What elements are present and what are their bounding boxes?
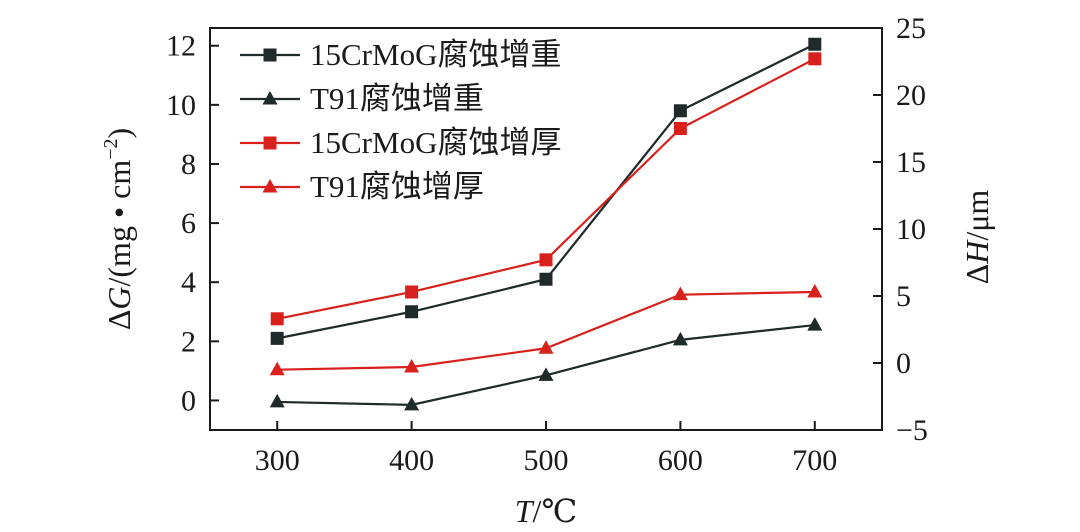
series-3-point-600 (673, 122, 687, 135)
series-1-point-500 (539, 272, 553, 286)
legend-label-4: T91腐蚀增厚 (310, 169, 484, 204)
left-y-tick-label-2: 2 (181, 325, 196, 358)
x-tick-label-500: 500 (524, 444, 569, 477)
series-3-point-500 (539, 253, 553, 267)
series-4 (269, 283, 823, 376)
series-4-point-700 (807, 283, 823, 298)
right-y-tick-label-20: 20 (896, 79, 926, 112)
series-1 (270, 37, 822, 345)
x-axis-ticks: 300 400 500 600 700 (255, 421, 837, 477)
legend-entry-4: T91腐蚀增厚 (240, 169, 484, 204)
x-tick-label-300: 300 (255, 444, 300, 477)
series-4-point-600 (672, 286, 688, 301)
series-2-point-700 (807, 317, 823, 331)
right-y-tick-label-5: 5 (896, 280, 911, 313)
left-y-tick-label-0: 0 (181, 384, 196, 417)
x-tick-label-700: 700 (792, 444, 837, 477)
series-4-point-300 (269, 361, 285, 376)
right-y-tick-label-15: 15 (896, 146, 926, 179)
series-3-point-300 (270, 312, 284, 326)
series-3-point-400 (405, 285, 419, 299)
right-y-axis-label: ΔH/μm (959, 190, 995, 285)
legend-marker-4 (262, 179, 278, 193)
legend-label-2: T91腐蚀增重 (310, 81, 484, 116)
series-2-point-600 (672, 331, 688, 346)
left-y-tick-label-8: 8 (181, 148, 196, 181)
right-y-axis-ticks: −5 0 5 10 15 20 25 (873, 12, 928, 447)
right-y-tick-label-0: 0 (896, 347, 911, 380)
left-y-tick-label-12: 12 (166, 30, 196, 63)
series-1-point-300 (270, 331, 284, 345)
legend-entry-3: 15CrMoG腐蚀增厚 (240, 125, 561, 160)
series-3 (270, 52, 822, 326)
right-y-tick-label-neg5: −5 (896, 414, 928, 447)
legend-entry-1: 15CrMoG腐蚀增重 (240, 37, 561, 72)
x-axis-label: T/℃ (515, 493, 577, 529)
x-tick-label-400: 400 (389, 444, 434, 477)
legend-label-3: 15CrMoG腐蚀增厚 (310, 125, 561, 160)
series-2-point-300 (269, 393, 285, 408)
series-1-point-600 (673, 104, 687, 118)
legend: 15CrMoG腐蚀增重 T91腐蚀增重 15CrMoG腐蚀增厚 T91腐蚀增厚 (240, 37, 561, 204)
left-y-tick-label-6: 6 (181, 207, 196, 240)
series-1-point-700 (808, 37, 822, 51)
series-2-point-500 (538, 367, 554, 381)
series-2-point-400 (404, 396, 420, 411)
legend-marker-3 (263, 136, 277, 150)
legend-marker-1 (263, 48, 277, 62)
series-4-point-400 (404, 359, 420, 373)
series-4-point-500 (538, 340, 554, 354)
series-2 (269, 317, 823, 411)
series-3-point-700 (808, 52, 822, 66)
x-tick-label-600: 600 (658, 444, 703, 477)
left-y-axis-ticks: 0 2 4 6 8 10 12 (166, 30, 219, 417)
legend-label-1: 15CrMoG腐蚀增重 (310, 37, 561, 72)
left-y-tick-label-10: 10 (166, 89, 196, 122)
series-layer (269, 37, 823, 411)
left-y-axis-label: ΔG/(mg • cm−2) (100, 128, 137, 330)
legend-entry-2: T91腐蚀增重 (240, 81, 484, 116)
series-2-line (277, 323, 815, 406)
right-y-tick-label-25: 25 (896, 12, 926, 45)
series-1-point-400 (405, 305, 419, 319)
left-y-tick-label-4: 4 (181, 266, 196, 299)
legend-marker-2 (262, 91, 278, 105)
right-y-tick-label-10: 10 (896, 213, 926, 246)
